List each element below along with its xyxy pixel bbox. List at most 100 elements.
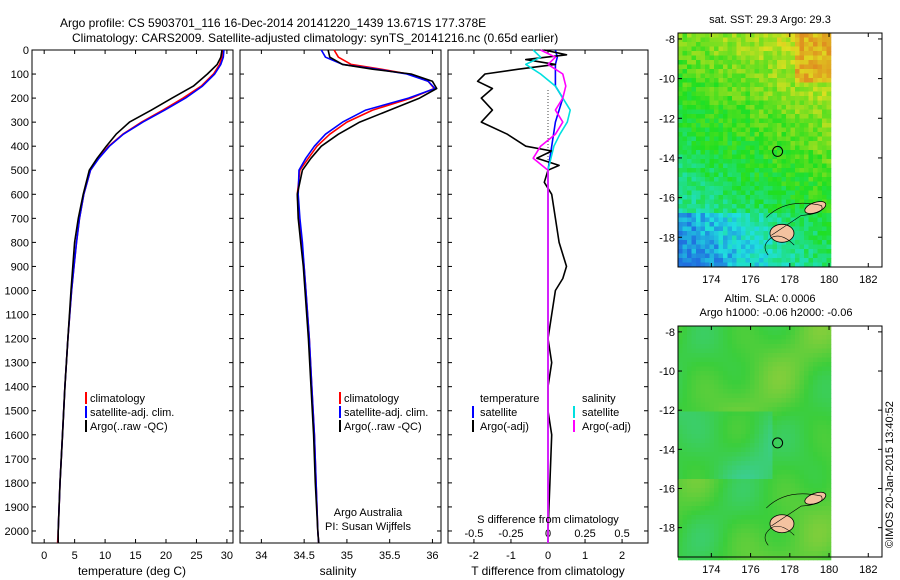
heat-cell xyxy=(727,132,733,137)
heat-cell xyxy=(781,64,787,70)
heat-cell xyxy=(826,55,832,61)
heat-cell xyxy=(768,528,773,534)
heat-cell xyxy=(790,37,796,43)
heat-cell xyxy=(754,438,760,444)
heat-cell xyxy=(768,366,773,372)
heat-cell xyxy=(754,420,760,426)
heat-cell xyxy=(795,105,800,110)
heat-cell xyxy=(714,154,719,160)
heat-cell xyxy=(822,443,827,448)
heat-cell xyxy=(781,393,787,399)
heat-cell xyxy=(799,380,805,385)
heat-cell xyxy=(808,240,814,245)
heat-cell xyxy=(759,425,764,430)
heat-cell xyxy=(772,420,778,426)
heat-cell xyxy=(822,339,827,345)
heat-cell xyxy=(696,479,701,484)
heat-cell xyxy=(696,73,701,79)
heat-cell xyxy=(709,470,715,475)
heat-cell xyxy=(822,416,827,421)
heat-cell xyxy=(714,181,719,187)
heat-cell xyxy=(678,425,683,430)
heat-cell xyxy=(696,186,701,191)
heat-cell xyxy=(691,515,697,520)
heat-cell xyxy=(826,492,832,498)
heat-cell xyxy=(714,150,719,155)
heat-cell xyxy=(696,483,701,489)
heat-cell xyxy=(781,533,787,538)
heat-cell xyxy=(718,64,724,70)
heat-cell xyxy=(822,434,827,439)
heat-cell xyxy=(687,69,692,74)
heat-cell xyxy=(772,141,778,146)
heat-cell xyxy=(718,506,724,511)
heat-cell xyxy=(741,515,746,520)
heat-cell xyxy=(817,33,823,38)
heat-cell xyxy=(786,69,791,74)
heat-cell xyxy=(754,109,760,115)
heat-cell xyxy=(709,249,715,254)
heat-cell xyxy=(826,60,832,65)
heat-cell xyxy=(759,506,764,511)
heat-cell xyxy=(804,533,809,538)
heat-cell xyxy=(687,154,692,160)
heat-cell xyxy=(826,497,832,502)
heat-cell xyxy=(736,46,742,52)
heat-cell xyxy=(736,33,742,38)
heat-cell xyxy=(718,46,724,52)
heat-cell xyxy=(754,524,760,529)
heat-cell xyxy=(763,555,769,561)
heat-cell xyxy=(700,199,706,205)
heat-cell xyxy=(700,389,706,394)
heat-cell xyxy=(709,154,715,160)
heat-cell xyxy=(804,204,809,209)
heat-cell xyxy=(714,204,719,209)
heat-cell xyxy=(700,366,706,372)
heat-cell xyxy=(763,42,769,47)
heat-cell xyxy=(691,452,697,457)
heat-cell xyxy=(786,461,791,466)
heat-cell xyxy=(709,181,715,187)
heat-cell xyxy=(826,542,832,547)
heat-cell xyxy=(736,118,742,124)
heat-cell xyxy=(736,488,742,493)
heat-cell xyxy=(727,519,733,525)
heat-cell xyxy=(723,244,728,250)
heat-cell xyxy=(768,222,773,227)
heat-cell xyxy=(691,357,697,363)
heat-cell xyxy=(804,51,809,56)
heat-cell xyxy=(678,42,683,47)
heat-cell xyxy=(745,524,751,529)
heat-cell xyxy=(727,483,733,489)
heat-cell xyxy=(817,335,823,340)
heat-cell xyxy=(678,533,683,538)
heat-cell xyxy=(750,371,755,376)
heat-cell xyxy=(705,447,710,453)
heat-cell xyxy=(750,533,755,538)
heat-cell xyxy=(790,420,796,426)
heat-cell xyxy=(691,398,697,403)
heat-cell xyxy=(714,190,719,196)
heat-cell xyxy=(700,78,706,83)
heat-cell xyxy=(768,402,773,408)
heat-cell xyxy=(817,384,823,390)
heat-cell xyxy=(799,55,805,61)
heat-cell xyxy=(705,46,710,52)
heat-cell xyxy=(817,483,823,489)
heat-cell xyxy=(687,528,692,534)
heat-cell xyxy=(745,199,751,205)
heat-cell xyxy=(772,479,778,484)
heat-cell xyxy=(799,470,805,475)
heat-cell xyxy=(777,82,782,88)
heat-cell xyxy=(691,123,697,128)
heat-cell xyxy=(804,443,809,448)
reef-contour xyxy=(764,235,795,256)
heat-cell xyxy=(817,73,823,79)
heat-cell xyxy=(817,42,823,47)
heat-cell xyxy=(727,181,733,187)
heat-cell xyxy=(759,253,764,259)
heat-cell xyxy=(741,172,746,178)
heat-cell xyxy=(736,163,742,169)
legend-label-satellite-adj: satellite-adj. clim. xyxy=(344,407,428,419)
heat-cell xyxy=(795,483,800,489)
